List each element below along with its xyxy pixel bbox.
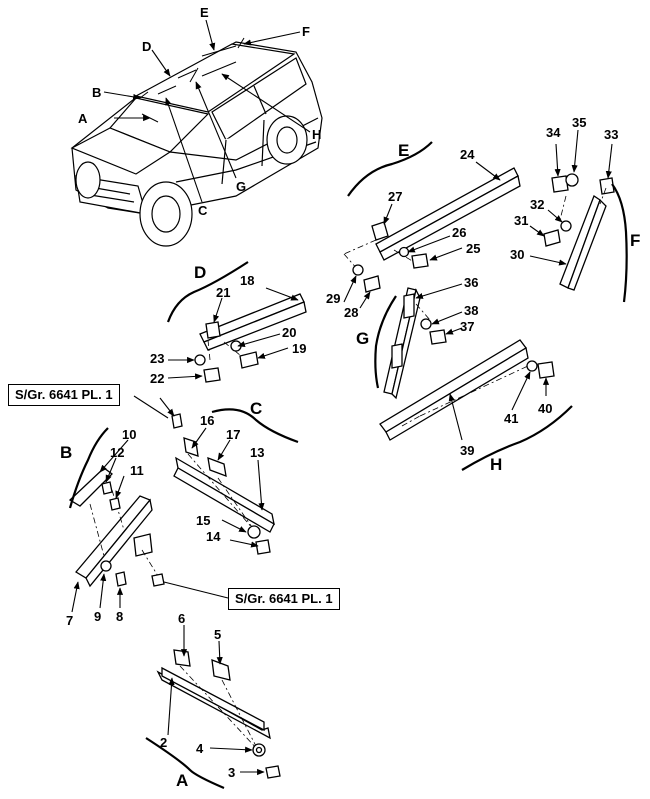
assembly-f [529,129,628,303]
callout-23: 23 [150,351,165,366]
callout-5: 5 [214,627,222,642]
callout-38: 38 [464,303,479,318]
vehicle-label-c: C [198,203,208,218]
group-label-h: H [490,455,503,474]
assembly-d [166,261,307,383]
reference-box-lower: S/Gr. 6641 PL. 1 [228,588,340,610]
reference-leader-upper [133,395,169,419]
vehicle-label-a: A [78,111,88,126]
group-label-f: F [630,231,641,250]
vehicle-label-b: B [92,85,102,100]
vehicle-label-g: G [236,179,247,194]
callout-19: 19 [292,341,307,356]
callout-2: 2 [160,735,168,750]
callout-26: 26 [452,225,467,240]
callout-21: 21 [216,285,231,300]
group-label-c: C [250,399,263,418]
assembly-c [159,397,299,555]
callout-24: 24 [460,147,475,162]
callout-6: 6 [178,611,186,626]
callout-31: 31 [514,213,529,228]
assembly-e [343,141,521,309]
assembly-a [145,625,281,790]
callout-39: 39 [460,443,475,458]
callout-14: 14 [206,529,221,544]
callout-36: 36 [464,275,479,290]
callout-32: 32 [530,197,545,212]
group-label-g: G [356,329,370,348]
callout-18: 18 [240,273,255,288]
callout-29: 29 [326,291,341,306]
callout-30: 30 [510,247,525,262]
callout-17: 17 [226,427,241,442]
callout-8: 8 [116,609,124,624]
reference-leader-lower [163,581,229,599]
callout-27: 27 [388,189,403,204]
callout-3: 3 [228,765,236,780]
vehicle-label-e: E [200,5,209,20]
callout-7: 7 [66,613,74,628]
group-label-e: E [398,141,410,160]
assembly-h [379,339,573,471]
callout-22: 22 [150,371,165,386]
callout-12: 12 [110,445,125,460]
vehicle-outline [70,19,323,247]
group-label-b: B [60,443,73,462]
callout-34: 34 [546,125,561,140]
group-label-a: A [176,771,189,790]
callout-41: 41 [504,411,519,426]
callout-10: 10 [122,427,137,442]
callout-28: 28 [344,305,359,320]
callout-33: 33 [604,127,619,142]
vehicle-label-h: H [312,127,322,142]
assembly-b [68,427,165,613]
callout-25: 25 [466,241,481,256]
assembly-g [374,283,463,400]
callout-15: 15 [196,513,211,528]
vehicle-label-f: F [302,24,310,39]
reference-box-upper: S/Gr. 6641 PL. 1 [8,384,120,406]
callout-13: 13 [250,445,265,460]
callout-35: 35 [572,115,587,130]
callout-9: 9 [94,609,102,624]
callout-20: 20 [282,325,297,340]
callout-16: 16 [200,413,215,428]
callout-37: 37 [460,319,475,334]
callout-4: 4 [196,741,204,756]
callout-11: 11 [130,463,144,478]
group-label-d: D [194,263,207,282]
callout-40: 40 [538,401,553,416]
vehicle-label-d: D [142,39,152,54]
